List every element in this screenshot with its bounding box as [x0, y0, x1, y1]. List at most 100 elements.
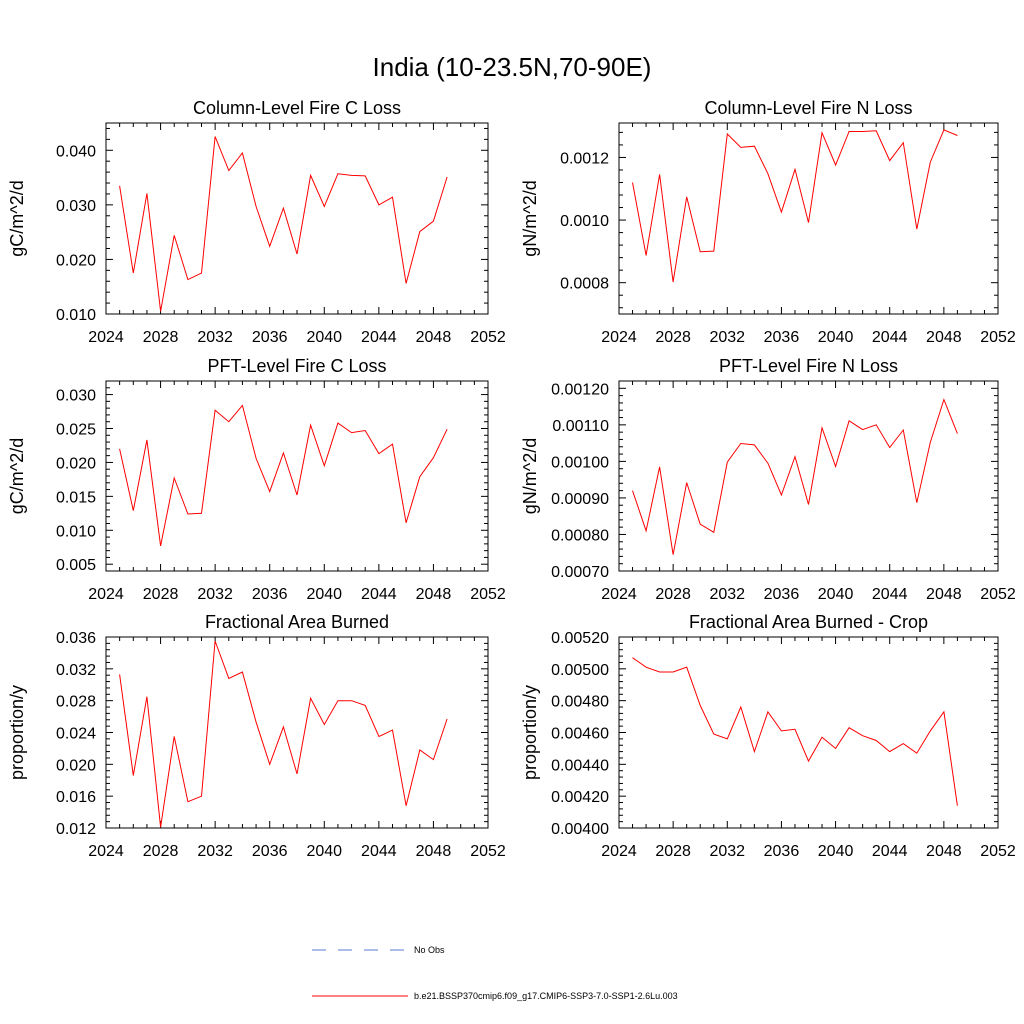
chart-panel-2: Column-Level Fire N Loss gN/m^2/d 2024 2028…: [520, 98, 1016, 346]
x-tick-label: 2040: [818, 329, 854, 346]
y-tick-label: 0.030: [56, 198, 96, 215]
x-tick-label: 2048: [926, 586, 962, 603]
x-tick-label: 2052: [980, 586, 1016, 603]
y-axis-label: gN/m^2/d: [520, 438, 540, 514]
y-tick-label: 0.030: [56, 388, 96, 405]
y-axis-label: gC/m^2/d: [7, 180, 27, 256]
y-axis-label: gN/m^2/d: [520, 180, 540, 256]
y-tick-label: 0.00070: [551, 564, 609, 581]
x-tick-label: 2040: [306, 329, 342, 346]
legend-model-label: b.e21.BSSP370cmip6.f09_g17.CMIP6-SSP3-7.…: [414, 991, 678, 1001]
x-tick-label: 2044: [361, 329, 397, 346]
chart-panels: Column-Level Fire C Loss gC/m^2/d 2024 2028…: [7, 98, 1016, 860]
chart-panel-6: Fractional Area Burned - Crop proportion/…: [520, 612, 1016, 860]
y-tick-label: 0.028: [56, 694, 96, 711]
y-tick-label: 0.032: [56, 662, 96, 679]
y-tick-label: 0.020: [56, 252, 96, 269]
y-tick-label: 0.015: [56, 489, 96, 506]
y-axis-label: proportion/y: [520, 685, 540, 780]
plot-frame: [105, 380, 489, 572]
x-tick-label: 2044: [872, 586, 908, 603]
x-tick-label: 2028: [143, 843, 179, 860]
x-tick-label: 2036: [252, 843, 288, 860]
y-tick-label: 0.00440: [551, 757, 609, 774]
y-tick-label: 0.020: [56, 757, 96, 774]
y-tick-label: 0.00480: [551, 694, 609, 711]
y-tick-label: 0.040: [56, 143, 96, 160]
y-tick-label: 0.00460: [551, 726, 609, 743]
series-line-1: [119, 404, 448, 546]
y-tick-label: 0.010: [56, 307, 96, 324]
series-line-1: [632, 398, 958, 555]
y-tick-label: 0.00080: [551, 527, 609, 544]
x-tick-label: 2052: [470, 329, 506, 346]
series-line-1: [119, 640, 448, 828]
x-tick-label: 2044: [361, 586, 397, 603]
x-tick-label: 2052: [470, 586, 506, 603]
x-tick-label: 2024: [88, 586, 124, 603]
series-line-1: [632, 657, 958, 806]
x-tick-label: 2032: [709, 843, 745, 860]
series-line-1: [632, 129, 958, 283]
y-tick-label: 0.020: [56, 455, 96, 472]
panel-title: PFT-Level Fire C Loss: [207, 356, 386, 376]
x-tick-label: 2024: [601, 843, 637, 860]
chart-panel-5: Fractional Area Burned proportion/y 2024 20…: [7, 612, 506, 860]
series-line-1: [119, 136, 448, 312]
x-tick-label: 2032: [709, 586, 745, 603]
y-tick-label: 0.00100: [551, 454, 609, 471]
x-tick-label: 2032: [197, 843, 233, 860]
plot-frame: [105, 122, 489, 315]
y-tick-label: 0.00500: [551, 662, 609, 679]
y-tick-label: 0.00400: [551, 821, 609, 838]
x-tick-label: 2040: [818, 586, 854, 603]
plot-frame: [618, 636, 999, 829]
plot-frame: [618, 122, 999, 315]
chart-panel-4: PFT-Level Fire N Loss gN/m^2/d 2024 2028 203…: [520, 356, 1016, 603]
x-tick-label: 2036: [764, 329, 800, 346]
x-tick-label: 2032: [197, 329, 233, 346]
y-tick-label: 0.005: [56, 557, 96, 574]
y-tick-label: 0.016: [56, 789, 96, 806]
x-tick-label: 2036: [764, 843, 800, 860]
y-tick-label: 0.0008: [560, 276, 609, 293]
x-tick-label: 2032: [709, 329, 745, 346]
x-tick-label: 2024: [601, 329, 637, 346]
y-tick-label: 0.00090: [551, 491, 609, 508]
x-tick-label: 2048: [416, 843, 452, 860]
x-tick-label: 2028: [655, 586, 691, 603]
legend-obs-label: No Obs: [414, 945, 445, 955]
y-tick-label: 0.036: [56, 630, 96, 647]
x-tick-label: 2052: [980, 843, 1016, 860]
y-tick-label: 0.00120: [551, 381, 609, 398]
x-tick-label: 2028: [655, 329, 691, 346]
figure-title: India (10-23.5N,70-90E): [373, 52, 652, 82]
y-axis-label: gC/m^2/d: [7, 438, 27, 514]
x-tick-label: 2044: [872, 329, 908, 346]
x-tick-label: 2028: [655, 843, 691, 860]
x-tick-label: 2052: [980, 329, 1016, 346]
y-tick-label: 0.010: [56, 523, 96, 540]
x-tick-label: 2048: [416, 329, 452, 346]
x-tick-label: 2024: [88, 843, 124, 860]
panel-title: Fractional Area Burned - Crop: [689, 612, 928, 632]
x-tick-label: 2040: [818, 843, 854, 860]
y-tick-label: 0.00520: [551, 630, 609, 647]
x-tick-label: 2052: [470, 843, 506, 860]
x-tick-label: 2048: [926, 843, 962, 860]
x-tick-label: 2036: [252, 329, 288, 346]
plot-frame: [105, 636, 489, 829]
chart-panel-1: Column-Level Fire C Loss gC/m^2/d 2024 2028…: [7, 98, 506, 346]
y-tick-label: 0.0012: [560, 150, 609, 167]
panel-title: Fractional Area Burned: [205, 612, 389, 632]
y-tick-label: 0.00110: [552, 418, 609, 435]
x-tick-label: 2036: [252, 586, 288, 603]
panel-title: Column-Level Fire C Loss: [193, 98, 401, 118]
x-tick-label: 2028: [143, 586, 179, 603]
y-tick-label: 0.025: [56, 422, 96, 439]
panel-title: PFT-Level Fire N Loss: [719, 356, 898, 376]
y-axis-label: proportion/y: [7, 685, 27, 780]
y-tick-label: 0.0010: [560, 213, 609, 230]
legend: No Obs b.e21.BSSP370cmip6.f09_g17.CMIP6-…: [312, 945, 678, 1001]
